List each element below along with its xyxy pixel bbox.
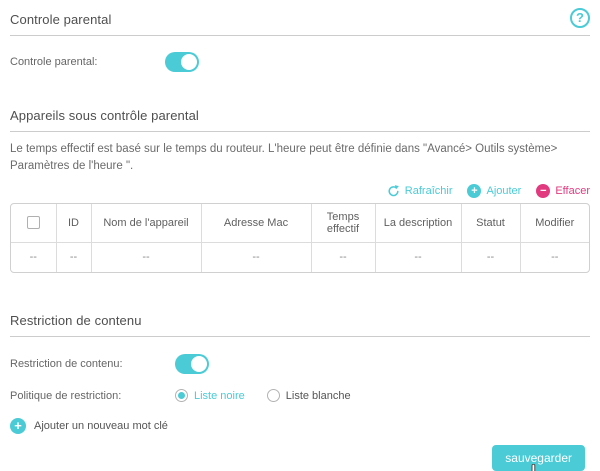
- divider: [10, 336, 590, 337]
- table-header-modify: Modifier: [519, 204, 589, 242]
- add-keyword-icon: +: [10, 418, 26, 434]
- toggle-knob: [191, 356, 207, 372]
- refresh-label: Rafraîchir: [404, 185, 453, 197]
- parental-control-toggle[interactable]: [165, 52, 199, 72]
- parental-control-toggle-row: Controle parental:: [10, 52, 590, 72]
- table-actions: Rafraîchir + Ajouter − Effacer: [10, 184, 590, 198]
- select-all-header: [11, 204, 56, 242]
- radio-icon-selected: [175, 389, 188, 402]
- radio-whitelist-label: Liste blanche: [285, 389, 351, 402]
- divider: [10, 35, 590, 36]
- table-header-description: La description: [374, 204, 461, 242]
- save-row: sauvegarder: [10, 445, 590, 471]
- add-device-link[interactable]: + Ajouter: [467, 184, 521, 198]
- content-restriction-toggle-row: Restriction de contenu:: [10, 354, 590, 374]
- section-title-parental-control: Controle parental: [10, 12, 112, 27]
- table-cell: --: [200, 241, 311, 272]
- table-cell: --: [519, 241, 589, 272]
- add-label: Ajouter: [486, 185, 522, 197]
- table-cell: --: [460, 241, 520, 272]
- table-header-effective-time: Temps effectif: [310, 204, 375, 242]
- section-title-devices: Appareils sous contrôle parental: [10, 108, 199, 123]
- radio-blacklist[interactable]: Liste noire: [175, 389, 245, 402]
- radio-blacklist-label: Liste noire: [194, 389, 245, 402]
- parental-control-toggle-label: Controle parental:: [10, 56, 98, 68]
- minus-icon: −: [536, 184, 551, 198]
- save-button[interactable]: sauvegarder: [492, 445, 585, 471]
- radio-whitelist[interactable]: Liste blanche: [266, 389, 351, 402]
- restriction-policy-row: Politique de restriction: Liste noire Li…: [10, 389, 590, 402]
- refresh-link[interactable]: Rafraîchir: [387, 184, 453, 198]
- table-header-device-name: Nom de l'appareil: [90, 204, 201, 242]
- devices-description: Le temps effectif est basé sur le temps …: [10, 143, 558, 172]
- table-cell: --: [310, 241, 375, 272]
- select-all-checkbox[interactable]: [26, 216, 40, 230]
- table-cell: --: [90, 241, 201, 272]
- table-header-status: Statut: [460, 204, 520, 242]
- table-header-id: ID: [55, 204, 91, 242]
- restriction-policy-label: Politique de restriction:: [10, 389, 122, 402]
- delete-device-link[interactable]: − Effacer: [536, 184, 590, 198]
- add-keyword-label: Ajouter un nouveau mot clé: [34, 420, 168, 432]
- table-cell: --: [11, 241, 56, 272]
- table-header-row: ID Nom de l'appareil Adresse Mac Temps e…: [11, 204, 589, 242]
- table-row-empty: -- -- -- -- -- -- -- --: [11, 241, 589, 272]
- add-keyword-link[interactable]: + Ajouter un nouveau mot clé: [10, 418, 168, 434]
- table-header-mac: Adresse Mac: [200, 204, 311, 242]
- table-cell: --: [55, 241, 91, 272]
- content-restriction-toggle[interactable]: [175, 354, 209, 374]
- section-title-content-restriction: Restriction de contenu: [10, 313, 142, 328]
- content-restriction-toggle-label: Restriction de contenu:: [10, 358, 123, 370]
- help-icon[interactable]: ?: [570, 8, 590, 28]
- devices-table: ID Nom de l'appareil Adresse Mac Temps e…: [10, 203, 590, 273]
- table-cell: --: [374, 241, 461, 272]
- refresh-icon: [388, 184, 399, 196]
- add-icon: +: [467, 184, 482, 198]
- radio-icon-unselected: [266, 389, 280, 402]
- delete-label: Effacer: [555, 185, 590, 197]
- divider: [10, 131, 590, 132]
- toggle-knob: [181, 54, 197, 70]
